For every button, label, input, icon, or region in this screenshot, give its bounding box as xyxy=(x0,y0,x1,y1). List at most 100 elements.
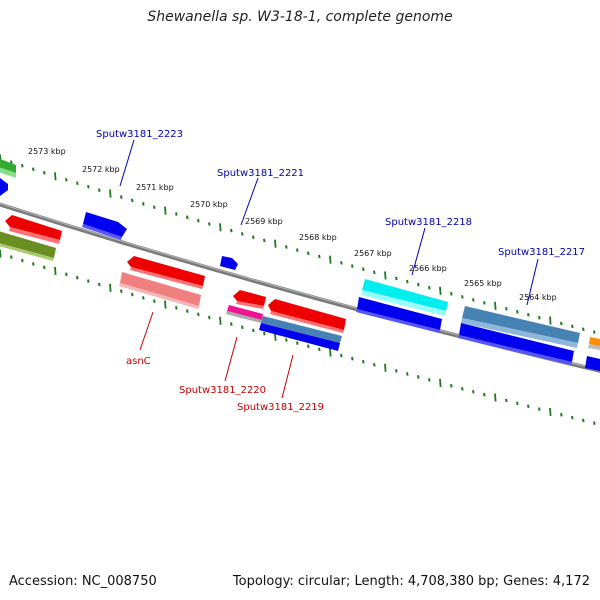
scale-minor-tick xyxy=(241,325,244,330)
gene-feature-sputw3181-2220[interactable] xyxy=(233,290,266,309)
callout-line-2218 xyxy=(411,227,426,276)
scale-minor-tick xyxy=(582,418,585,423)
scale-major-tick xyxy=(54,172,57,181)
scale-minor-tick xyxy=(43,170,46,175)
scale-minor-tick xyxy=(505,307,508,311)
gene-feature-sputw3181-2218[interactable] xyxy=(361,279,448,316)
gene-label-asnc[interactable]: asnC xyxy=(126,356,151,367)
callout-line-2217 xyxy=(526,258,539,306)
gene-feature-asnc-pseudo[interactable] xyxy=(119,272,201,309)
gene-label-sputw3181-2221[interactable]: Sputw3181_2221 xyxy=(217,168,304,179)
scale-major-tick xyxy=(274,239,277,248)
scale-major-tick xyxy=(109,189,112,198)
gene-feature-bottom[interactable] xyxy=(5,215,62,244)
scale-minor-tick xyxy=(296,248,299,252)
gene-feature-bottom[interactable] xyxy=(356,297,442,333)
scale-minor-tick xyxy=(21,258,24,263)
kbp-label-2569: 2569 kbp xyxy=(245,217,283,226)
scale-minor-tick xyxy=(318,347,321,352)
gene-label-sputw3181-2220[interactable]: Sputw3181_2220 xyxy=(179,385,266,396)
scale-minor-tick xyxy=(120,289,123,294)
scale-minor-tick xyxy=(153,299,156,303)
kbp-label-2565: 2565 kbp xyxy=(464,279,502,288)
scale-major-tick xyxy=(549,407,552,417)
upper-scale-ticks xyxy=(0,154,596,334)
scale-minor-tick xyxy=(87,279,90,283)
scale-minor-tick xyxy=(131,292,134,297)
gene-label-sputw3181-2219[interactable]: Sputw3181_2219 xyxy=(237,402,324,413)
scale-minor-tick xyxy=(120,195,123,199)
gene-label-sputw3181-2223[interactable]: Sputw3181_2223 xyxy=(96,129,183,140)
scale-minor-tick xyxy=(230,228,233,233)
scale-minor-tick xyxy=(87,184,90,189)
accession-text: Accession: NC_008750 xyxy=(9,574,157,589)
gene-feature-bottom[interactable] xyxy=(585,356,600,371)
scale-minor-tick xyxy=(252,328,255,333)
scale-minor-tick xyxy=(461,387,464,391)
scale-minor-tick xyxy=(32,262,35,266)
scale-minor-tick xyxy=(10,160,13,164)
scale-minor-tick xyxy=(142,202,145,206)
scale-minor-tick xyxy=(406,372,409,376)
scale-minor-tick xyxy=(538,407,541,411)
scale-minor-tick xyxy=(483,392,486,397)
scale-major-tick xyxy=(164,206,167,215)
callout-line-asnc xyxy=(139,311,154,351)
scale-minor-tick xyxy=(527,312,530,317)
scale-minor-tick xyxy=(65,177,68,182)
scale-minor-tick xyxy=(10,255,13,259)
scale-minor-tick xyxy=(362,267,365,271)
kbp-label-2570: 2570 kbp xyxy=(190,200,228,209)
scale-major-tick xyxy=(439,378,442,387)
scale-minor-tick xyxy=(472,389,475,394)
gene-feature-top[interactable] xyxy=(0,157,16,178)
scale-minor-tick xyxy=(142,296,145,300)
scale-minor-tick xyxy=(516,310,519,314)
scale-minor-tick xyxy=(417,375,420,379)
scale-minor-tick xyxy=(483,301,486,305)
scale-minor-tick xyxy=(351,356,354,361)
scale-minor-tick xyxy=(175,306,178,310)
scale-minor-tick xyxy=(582,327,585,332)
gene-feature-bottom[interactable] xyxy=(458,323,574,365)
scale-minor-tick xyxy=(362,359,365,364)
scale-minor-tick xyxy=(285,338,288,342)
scale-minor-tick xyxy=(373,363,376,367)
scale-minor-tick xyxy=(428,378,431,382)
lower-scale-ticks xyxy=(0,249,596,426)
scale-minor-tick xyxy=(98,282,101,287)
gene-feature-sputw3181-2221[interactable] xyxy=(220,256,238,270)
gene-feature-bottom[interactable] xyxy=(0,230,56,261)
gene-feature-sputw3181-2217[interactable] xyxy=(461,306,580,348)
gene-feature-asnc[interactable] xyxy=(127,256,205,289)
scale-minor-tick xyxy=(76,181,79,186)
genome-title: Shewanella sp. W3-18-1, complete genome xyxy=(147,9,453,25)
kbp-label-2564: 2564 kbp xyxy=(519,293,557,302)
scale-minor-tick xyxy=(186,215,189,220)
gene-label-sputw3181-2217[interactable]: Sputw3181_2217 xyxy=(498,247,585,258)
scale-minor-tick xyxy=(230,322,233,326)
kbp-label-2571: 2571 kbp xyxy=(136,183,174,192)
gene-feature-sputw3181-2223[interactable] xyxy=(82,212,127,240)
gene-feature-top[interactable] xyxy=(0,178,8,196)
gene-feature-sputw3181-2219[interactable] xyxy=(268,299,346,333)
scale-minor-tick xyxy=(461,295,464,299)
scale-minor-tick xyxy=(472,298,475,302)
gene-feature-sputw3181-2220-mobile[interactable] xyxy=(226,305,263,323)
scale-major-tick xyxy=(219,223,222,232)
scale-major-tick xyxy=(109,283,112,292)
gene-feature-top[interactable] xyxy=(588,337,600,350)
scale-minor-tick xyxy=(560,321,563,326)
gene-feature-sputw3181-2219-lower[interactable] xyxy=(259,316,342,351)
scale-minor-tick xyxy=(516,401,519,406)
kbp-label-2568: 2568 kbp xyxy=(299,233,337,242)
scale-minor-tick xyxy=(307,251,310,256)
scale-major-tick xyxy=(384,271,387,280)
gene-label-sputw3181-2218[interactable]: Sputw3181_2218 xyxy=(385,217,472,228)
scale-major-tick xyxy=(329,348,332,357)
scale-minor-tick xyxy=(32,167,35,172)
scale-minor-tick xyxy=(406,279,409,284)
scale-minor-tick xyxy=(593,421,596,426)
scale-minor-tick xyxy=(307,344,310,349)
scale-minor-tick xyxy=(21,163,24,168)
